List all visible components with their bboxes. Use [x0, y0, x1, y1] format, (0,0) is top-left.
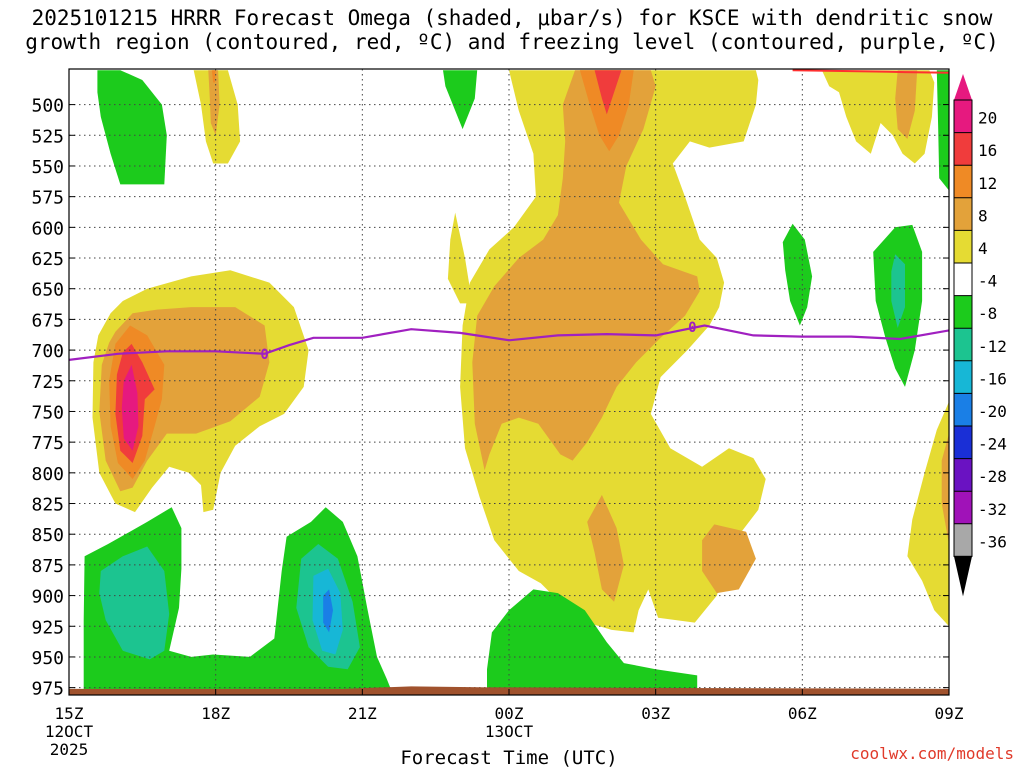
colorbar-bin--12: [954, 328, 972, 362]
colorbar-bin-12: [954, 165, 972, 199]
x-tick-date-label: 12OCT: [45, 722, 94, 741]
y-tick-label: 575: [31, 188, 64, 209]
omega-region--4-31: [487, 589, 698, 694]
omega-region--4-23: [782, 223, 813, 326]
credit-text: coolwx.com/models: [850, 744, 1014, 763]
y-tick-label: 925: [31, 617, 64, 638]
x-tick-year-label: 2025: [50, 740, 89, 759]
colorbar-tick-label: 20: [978, 109, 997, 128]
colorbar-tick-label: 12: [978, 174, 997, 193]
colorbar-tick-label: -32: [978, 500, 1007, 519]
y-tick-label: 700: [31, 341, 64, 362]
freezing-level-label: 0: [260, 347, 268, 363]
y-tick-label: 750: [31, 402, 64, 423]
x-tick-label: 21Z: [348, 704, 377, 723]
omega-region--8-25: [891, 254, 905, 328]
colorbar-tick-label: -8: [978, 304, 997, 323]
colorbar-bin--28: [954, 458, 972, 492]
colorbar-tick-label: -12: [978, 337, 1007, 356]
colorbar-bottom-arrow: [954, 556, 972, 597]
colorbar-tick-label: -28: [978, 467, 1007, 486]
x-tick-label: 06Z: [788, 704, 817, 723]
y-tick-label: 800: [31, 464, 64, 485]
omega-region--4-22: [936, 70, 949, 191]
colorbar-bin--4: [954, 263, 972, 297]
omega-region-12-7: [211, 70, 216, 83]
omega-region-8-10: [472, 70, 700, 471]
omega-region--16-30: [323, 589, 333, 633]
omega-region--8-27: [99, 546, 170, 660]
y-tick-label: 550: [31, 157, 64, 178]
colorbar-bin-4: [954, 230, 972, 264]
title-line-2: growth region (contoured, red, ºC) and f…: [25, 30, 999, 54]
colorbar-top-arrow: [954, 74, 972, 100]
x-tick-date-label: 13OCT: [485, 722, 534, 741]
colorbar-tick-label: -16: [978, 369, 1007, 388]
y-tick-label: 500: [31, 96, 64, 117]
colorbar-tick-label: -20: [978, 402, 1007, 421]
y-tick-label: 600: [31, 218, 64, 239]
colorbar: 20 16 12 8 4 -4 -8 -12 -16 -20 -24 -28 -32 -36: [953, 74, 1007, 597]
y-tick-label: 950: [31, 648, 64, 669]
colorbar-bin--24: [954, 426, 972, 460]
y-tick-label: 900: [31, 587, 64, 608]
colorbar-tick-label: -36: [978, 532, 1007, 551]
x-tick-label: 15Z: [55, 704, 84, 723]
colorbar-bin--8: [954, 295, 972, 329]
y-tick-label: 650: [31, 280, 64, 301]
dgz-contour: [792, 69, 949, 74]
omega-region-8-6: [208, 70, 220, 136]
omega-region-4-15: [821, 70, 935, 164]
omega-region-16-14: [594, 70, 622, 115]
x-tick-label: 09Z: [935, 704, 964, 723]
contour-lines: 00: [69, 69, 949, 363]
omega-region-8-11: [587, 494, 624, 602]
x-tick-label: 03Z: [641, 704, 670, 723]
y-tick-label: 525: [31, 126, 64, 147]
x-axis-label: Forecast Time (UTC): [400, 747, 617, 768]
title-line-1: 2025101215 HRRR Forecast Omega (shaded, …: [31, 6, 993, 30]
omega-region-8-18: [941, 433, 949, 544]
colorbar-tick-label: 4: [978, 239, 988, 258]
y-tick-label: 975: [31, 679, 64, 700]
y-tick-label: 675: [31, 310, 64, 331]
omega-region-4-17: [907, 401, 949, 627]
colorbar-bin-20: [954, 100, 972, 134]
colorbar-tick-label: 16: [978, 141, 997, 160]
freezing-level-contour: [69, 324, 949, 361]
colorbar-bin-8: [954, 197, 972, 231]
axes: 500 525 550 575 600 625 650 675 700 725 750 775 800 8…: [31, 68, 964, 759]
x-tick-label: 18Z: [201, 704, 230, 723]
omega-shading: [83, 70, 949, 694]
omega-region-20-4: [121, 364, 139, 451]
x-tick-label: 00Z: [495, 704, 524, 723]
colorbar-bin--16: [954, 360, 972, 394]
omega-region-8-16: [895, 70, 918, 139]
chart-title: 2025101215 HRRR Forecast Omega (shaded, …: [0, 6, 1024, 54]
colorbar-bin--32: [954, 491, 972, 525]
y-tick-label: 850: [31, 525, 64, 546]
colorbar-tick-label: -24: [978, 435, 1007, 454]
y-tick-label: 775: [31, 433, 64, 454]
colorbar-bin-16: [954, 132, 972, 166]
y-tick-label: 625: [31, 249, 64, 270]
y-tick-label: 875: [31, 556, 64, 577]
freezing-level-label: 0: [688, 320, 696, 336]
y-tick-label: 725: [31, 372, 64, 393]
colorbar-bin--20: [954, 393, 972, 427]
omega-region--4-21: [443, 70, 478, 130]
grid: [69, 69, 949, 695]
colorbar-tick-label: 8: [978, 206, 988, 225]
omega-region-8-12: [702, 524, 756, 594]
omega-region--4-20: [97, 70, 167, 185]
colorbar-bin--36: [954, 523, 972, 557]
y-tick-label: 825: [31, 495, 64, 516]
colorbar-tick-label: -4: [978, 272, 997, 291]
